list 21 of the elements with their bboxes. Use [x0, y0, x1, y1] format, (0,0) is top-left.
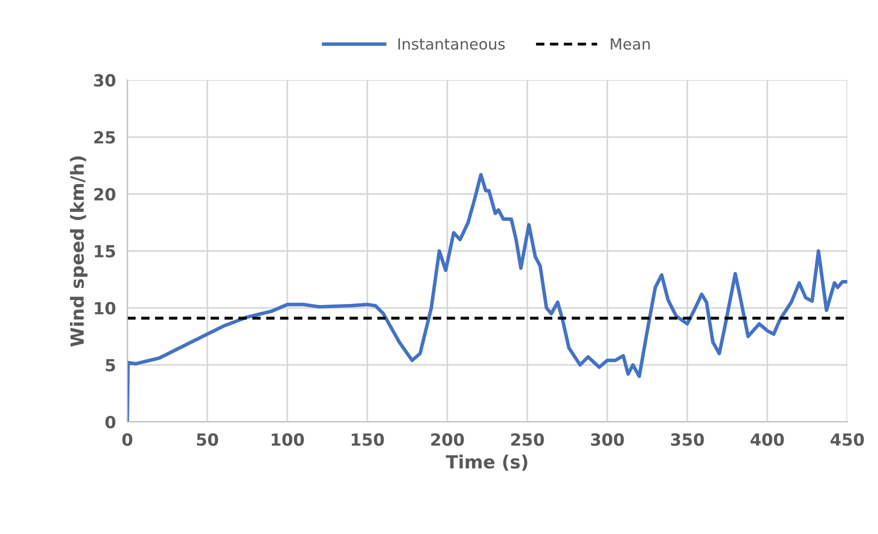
y-tick-label: 15: [94, 245, 116, 258]
legend-label: Instantaneous: [398, 38, 505, 50]
y-tick-label: 10: [94, 302, 116, 315]
y-tick-label: 20: [94, 188, 116, 201]
x-tick-label: 450: [830, 433, 864, 446]
y-tick-label: 5: [106, 359, 116, 372]
x-tick-label: 200: [431, 433, 464, 446]
x-tick-label: 150: [352, 433, 384, 446]
y-tick-label: 0: [105, 416, 116, 428]
x-tick-label: 300: [591, 433, 624, 446]
y-axis-title: Wind speed (km/h): [70, 156, 88, 347]
x-tick-label: 250: [511, 433, 544, 446]
x-tick-label: 50: [196, 433, 218, 446]
legend-label: Mean: [610, 38, 650, 50]
x-tick-label: 0: [122, 433, 132, 446]
x-axis-title: Time (s): [446, 454, 528, 471]
y-tick-label: 25: [94, 131, 116, 144]
y-tick-label: 30: [94, 74, 116, 87]
x-tick-label: 400: [750, 433, 784, 446]
x-tick-label: 100: [272, 433, 304, 446]
x-tick-label: 350: [671, 433, 704, 446]
